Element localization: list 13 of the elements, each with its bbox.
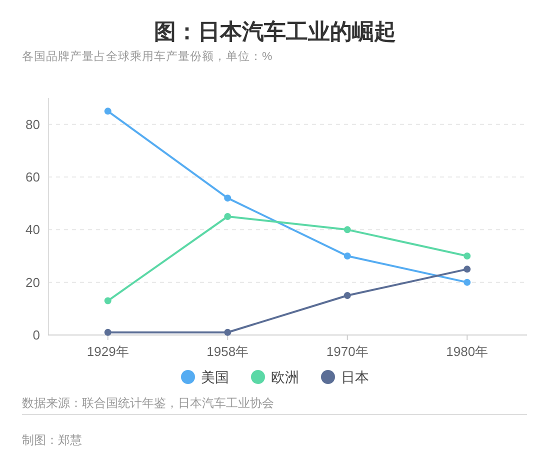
xtick-label: 1970年 <box>326 344 368 359</box>
xtick-label: 1958年 <box>206 344 249 359</box>
ytick-label: 20 <box>26 274 40 290</box>
ytick-label: 80 <box>26 116 40 132</box>
title: 图：日本汽车工业的崛起 <box>154 19 396 44</box>
subtitle: 各国品牌产量占全球乘用车产量份额，单位：% <box>22 51 272 63</box>
ytick-label: 40 <box>26 222 40 238</box>
ytick-label: 0 <box>32 328 40 342</box>
annotation: 制图：郑慧 <box>22 433 82 447</box>
annotation: 数据来源：联合国统计年鉴，日本汽车工业协会 <box>22 396 274 410</box>
xtick-label: 1929年 <box>86 344 129 359</box>
xtick-label: 1980年 <box>446 344 488 359</box>
ytick-label: 60 <box>26 170 40 184</box>
